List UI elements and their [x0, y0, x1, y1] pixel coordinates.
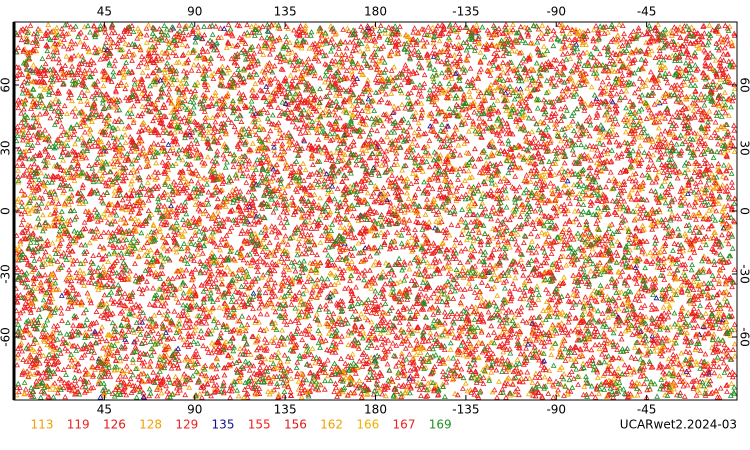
legend-entry: 128: [139, 418, 162, 432]
legend-entry: 129: [175, 418, 198, 432]
y-tick-label-right: 0: [738, 207, 750, 215]
observations: [13, 21, 738, 400]
x-tick-label-bottom: -45: [637, 403, 657, 417]
x-tick-label-bottom: 135: [274, 403, 297, 417]
legend-entry: 126: [103, 418, 126, 432]
x-tick-label-top: 135: [274, 5, 297, 19]
observation-triangles: [13, 21, 738, 400]
legend-entry: 166: [356, 418, 379, 432]
observation-triangles: [13, 21, 738, 400]
y-tick-label-right: -60: [738, 327, 750, 347]
legend-entry: 156: [284, 418, 307, 432]
y-tick-label-right: 30: [738, 140, 750, 155]
y-tick-label-left: 0: [0, 207, 13, 215]
y-tick-label-right: -30: [738, 264, 750, 284]
legend-entry: 167: [393, 418, 416, 432]
x-tick-label-top: -45: [637, 5, 657, 19]
y-tick-label-left: 30: [0, 140, 13, 155]
x-tick-label-bottom: -135: [452, 403, 479, 417]
x-tick-label-top: 90: [187, 5, 202, 19]
caption: UCARwet2.2024-03: [620, 418, 737, 432]
legend-entry: 169: [429, 418, 452, 432]
legend-entry: 135: [212, 418, 235, 432]
x-tick-label-bottom: 45: [97, 403, 112, 417]
y-tick-label-left: -30: [0, 264, 13, 284]
y-tick-label-right: 60: [738, 77, 750, 92]
x-tick-label-bottom: 90: [187, 403, 202, 417]
x-tick-label-top: 45: [97, 5, 112, 19]
legend-entry: 162: [320, 418, 343, 432]
legend-entry: 119: [67, 418, 90, 432]
x-tick-label-top: -90: [546, 5, 566, 19]
x-tick-label-top: -135: [452, 5, 479, 19]
y-tick-label-left: 60: [0, 77, 13, 92]
x-tick-label-bottom: 180: [364, 403, 387, 417]
x-tick-label-top: 180: [364, 5, 387, 19]
legend-entry: 155: [248, 418, 271, 432]
legend-entry: 113: [31, 418, 54, 432]
x-tick-label-bottom: -90: [546, 403, 566, 417]
y-tick-label-left: -60: [0, 327, 13, 347]
